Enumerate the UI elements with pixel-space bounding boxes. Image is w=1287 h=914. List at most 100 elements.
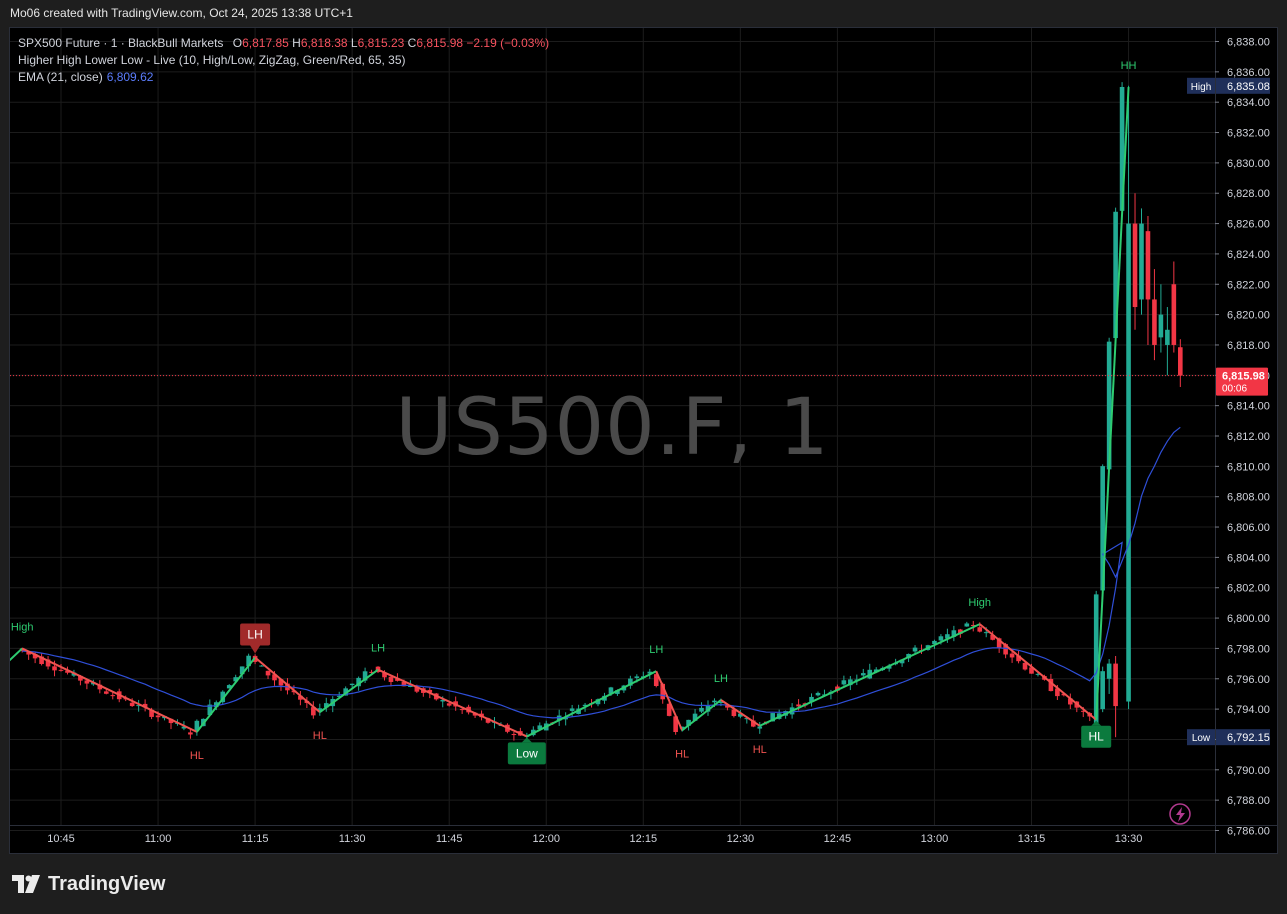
candle-body (58, 669, 64, 671)
zigzag-segment (196, 656, 256, 733)
candle-body (608, 687, 614, 694)
candle-body (945, 634, 950, 639)
zigzag-segment (10, 647, 23, 662)
candle-body (1003, 644, 1008, 655)
price-tick-label: 6,808.00 (1227, 492, 1270, 504)
legend-symbol-row[interactable]: SPX500 Future · 1 · BlackBull Markets O6… (18, 35, 549, 52)
pivot-label: LH (371, 643, 385, 655)
price-tick-label: 6,824.00 (1227, 249, 1270, 261)
tradingview-logo[interactable]: TradingView (12, 872, 165, 896)
candle-body (738, 713, 743, 717)
price-tick-label: 6,822.00 (1227, 279, 1270, 291)
axis-marker-low: Low 6,792.15 (1187, 729, 1270, 746)
candle-body (1061, 693, 1067, 696)
candle-body (860, 673, 866, 676)
candle-body (1068, 698, 1073, 705)
chart-caption: Mo06 created with TradingView.com, Oct 2… (10, 6, 353, 20)
candle-body (563, 717, 568, 720)
lightning-icon-bolt (1176, 807, 1185, 822)
candle-body (511, 734, 517, 736)
candle-body (1158, 314, 1164, 338)
candle-body (278, 679, 284, 686)
price-tick-label: 6,820.00 (1227, 310, 1270, 322)
candle-body (194, 720, 200, 731)
candle-body (744, 718, 750, 720)
price-tick-label: 6,830.00 (1227, 158, 1270, 170)
legend-close: 6,815.98 (416, 36, 464, 50)
price-tick-label: 6,806.00 (1227, 522, 1270, 534)
lightning-icon[interactable] (1169, 803, 1191, 825)
candle-body (32, 653, 38, 659)
candle-body (129, 702, 135, 707)
pivot-box-bg (1081, 725, 1112, 748)
candle-body (155, 715, 161, 718)
legend-indicator-row[interactable]: Higher High Lower Low - Live (10, High/L… (18, 53, 406, 67)
candle-body (349, 683, 355, 686)
price-tick-label: 6,826.00 (1227, 219, 1270, 231)
legend-open-label: O (232, 36, 243, 50)
candle-body (977, 627, 983, 632)
last-price-countdown: 00:06 (1222, 384, 1247, 395)
pivot-box-lh: LH (240, 623, 271, 654)
candle-body (1145, 231, 1151, 300)
axis-marker-tag: High (1191, 82, 1212, 93)
candle-body (181, 726, 187, 729)
price-tick-label: 6,786.00 (1227, 826, 1270, 838)
pivot-label: HL (675, 748, 689, 760)
candle-body (1100, 466, 1105, 591)
zigzag-segment (720, 699, 761, 727)
candle-body (712, 700, 717, 703)
zigzag-lines (10, 86, 1130, 738)
pivot-label: LH (714, 673, 728, 685)
legend-ema-row[interactable]: EMA (21, close) 6,809.62 (18, 69, 549, 86)
lightning-icon-ring (1169, 803, 1191, 825)
pivot-box-low: Low (507, 737, 546, 765)
candle-body (873, 669, 879, 673)
pivot-box-hl: HL (1081, 720, 1112, 748)
candle-body (272, 674, 277, 681)
price-tick-label: 6,832.00 (1227, 128, 1270, 140)
price-chart[interactable]: HighHLLHHLLHLowLHHLLHHLHighHLHH6,786.006… (10, 28, 1277, 853)
time-tick-label: 12:45 (824, 833, 852, 845)
axis-marker-high: High 6,835.08 (1187, 77, 1270, 94)
candle-body (653, 674, 659, 687)
zigzag-segment (1095, 86, 1130, 720)
price-axis: 6,786.006,788.006,790.006,792.006,794.00… (1215, 37, 1270, 838)
time-tick-label: 12:30 (727, 833, 755, 845)
legend-close-label: C (407, 36, 417, 50)
candle-body (485, 718, 491, 723)
candle-body (317, 708, 323, 711)
candle-body (440, 699, 446, 702)
candle-body (1126, 223, 1131, 702)
candle-body (841, 680, 847, 685)
zigzag-segment (759, 623, 981, 727)
candle-body (1055, 688, 1060, 697)
zigzag-segment (979, 623, 1097, 721)
candle-body (757, 726, 763, 729)
chart-frame[interactable]: High HL LH HL LH Low LH HL LH HL High HL HH 6,786.00 6… (9, 27, 1278, 854)
candle-body (1016, 655, 1021, 662)
candle-body (356, 677, 361, 687)
pivot-label: HL (1089, 730, 1105, 744)
zigzag-segment (655, 670, 684, 731)
candle-body (699, 707, 704, 712)
candle-body (427, 689, 433, 693)
price-tick-label: 6,812.00 (1227, 431, 1270, 443)
price-tick-label: 6,788.00 (1227, 795, 1270, 807)
candle-body (731, 709, 737, 717)
candle-body (964, 623, 970, 627)
price-tick-label: 6,836.00 (1227, 67, 1270, 79)
candle-body (1113, 663, 1118, 707)
candle-body (996, 638, 1002, 648)
candle-body (970, 624, 976, 626)
candle-body (1022, 662, 1028, 670)
tradingview-logo-icon (12, 875, 40, 893)
candle-body (660, 683, 666, 700)
candle-body (938, 636, 944, 641)
candle-body (311, 707, 316, 716)
price-tick-label: 6,814.00 (1227, 401, 1270, 413)
candle-body (1132, 223, 1138, 308)
symbol-watermark: US500.F, 1 (395, 383, 830, 473)
legend-high-label: H (292, 36, 301, 50)
